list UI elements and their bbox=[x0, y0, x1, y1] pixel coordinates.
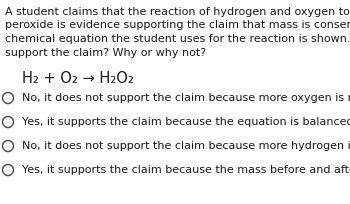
Text: H₂ + O₂ → H₂O₂: H₂ + O₂ → H₂O₂ bbox=[22, 71, 134, 86]
Text: peroxide is evidence supporting the claim that mass is conserved in a reaction. : peroxide is evidence supporting the clai… bbox=[5, 20, 350, 30]
Text: Yes, it supports the claim because the equation is balanced.: Yes, it supports the claim because the e… bbox=[22, 116, 350, 126]
Text: Yes, it supports the claim because the mass before and after is the same.: Yes, it supports the claim because the m… bbox=[22, 164, 350, 174]
Text: No, it does not support the claim because more oxygen is necessary.: No, it does not support the claim becaus… bbox=[22, 93, 350, 102]
Text: No, it does not support the claim because more hydrogen is necessary.: No, it does not support the claim becaus… bbox=[22, 140, 350, 150]
Text: support the claim? Why or why not?: support the claim? Why or why not? bbox=[5, 47, 206, 57]
Text: chemical equation the student uses for the reaction is shown. Does this evidence: chemical equation the student uses for t… bbox=[5, 34, 350, 44]
Text: A student claims that the reaction of hydrogen and oxygen to form hydrogen: A student claims that the reaction of hy… bbox=[5, 7, 350, 17]
